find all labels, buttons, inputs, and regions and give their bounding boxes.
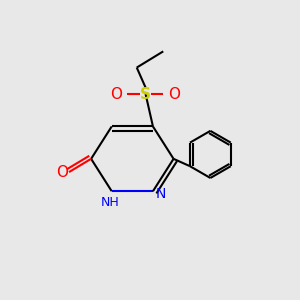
Text: O: O [110, 87, 122, 102]
Text: S: S [140, 87, 151, 102]
Text: O: O [168, 87, 180, 102]
Text: NH: NH [101, 196, 120, 209]
Text: O: O [56, 165, 68, 180]
Text: N: N [156, 187, 166, 201]
